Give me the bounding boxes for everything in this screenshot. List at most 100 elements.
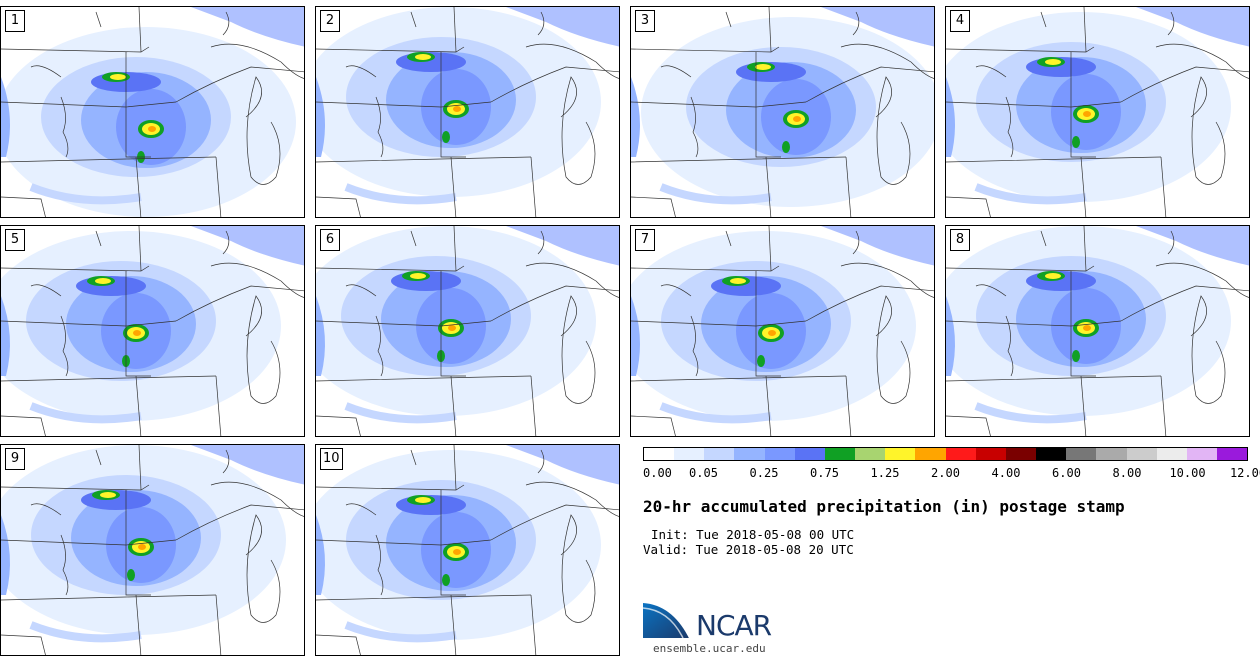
colorbar-tick-label: 4.00 bbox=[991, 466, 1021, 480]
colorbar-tick-label: 2.00 bbox=[931, 466, 960, 480]
precip-band bbox=[29, 402, 142, 424]
precip-core bbox=[1045, 273, 1061, 279]
state-boundaries bbox=[1, 7, 304, 217]
state-boundaries bbox=[316, 445, 619, 655]
precip-band bbox=[821, 7, 934, 47]
colorbar-tick-label: 0.75 bbox=[810, 466, 839, 480]
precip-band bbox=[344, 621, 457, 643]
precip-core bbox=[453, 549, 461, 555]
precip-core bbox=[730, 278, 746, 284]
colorbar-swatch bbox=[764, 448, 795, 460]
precip-band bbox=[1, 296, 10, 376]
postage-stamp-panel: 6 bbox=[315, 225, 620, 437]
precip-map bbox=[946, 226, 1249, 436]
colorbar-tick-label: 0.00 bbox=[643, 466, 672, 480]
precip-band bbox=[506, 7, 619, 47]
precip-core bbox=[415, 54, 431, 60]
ensemble-url: ensemble.ucar.edu bbox=[653, 642, 766, 655]
postage-stamp-panel: 1 bbox=[0, 6, 305, 218]
panel-number: 3 bbox=[635, 10, 655, 32]
postage-stamp-panel: 9 bbox=[0, 444, 305, 656]
colorbar-tick-label: 12.00 bbox=[1229, 466, 1260, 480]
precip-band bbox=[659, 402, 772, 424]
state-boundaries bbox=[316, 226, 619, 436]
state-boundaries bbox=[631, 226, 934, 436]
precip-band bbox=[191, 226, 304, 266]
colorbar-swatch bbox=[704, 448, 735, 460]
precip-band bbox=[29, 621, 142, 643]
precip-core bbox=[1083, 325, 1091, 331]
precip-band bbox=[506, 226, 619, 266]
precip-band bbox=[974, 183, 1087, 205]
precip-band bbox=[344, 183, 457, 205]
postage-stamp-panel: 5 bbox=[0, 225, 305, 437]
precip-core bbox=[782, 141, 790, 153]
figure-title: 20-hr accumulated precipitation (in) pos… bbox=[643, 497, 1125, 516]
colorbar-labels: 0.00 0.05 0.25 0.75 1.25 2.00 4.00 6.00 8.00 10.0… bbox=[643, 466, 1260, 482]
colorbar-swatch bbox=[1036, 448, 1067, 460]
precip-core bbox=[100, 492, 116, 498]
precip-core bbox=[1072, 136, 1080, 148]
precip-map bbox=[316, 226, 619, 436]
precip-colorbar bbox=[643, 447, 1248, 461]
panel-number: 4 bbox=[950, 10, 970, 32]
colorbar-swatch bbox=[794, 448, 825, 460]
postage-stamp-panel: 3 bbox=[630, 6, 935, 218]
colorbar-swatch bbox=[1066, 448, 1097, 460]
precip-core bbox=[793, 116, 801, 122]
precip-core bbox=[133, 330, 141, 336]
state-boundaries bbox=[1, 226, 304, 436]
precip-band bbox=[191, 7, 304, 47]
colorbar-swatch bbox=[1126, 448, 1157, 460]
colorbar-swatch bbox=[1096, 448, 1127, 460]
colorbar-tick-label: 6.00 bbox=[1052, 466, 1081, 480]
precip-core bbox=[148, 126, 156, 132]
colorbar-swatch bbox=[885, 448, 916, 460]
precip-band bbox=[631, 77, 640, 157]
colorbar-swatch bbox=[1186, 448, 1217, 460]
precip-band bbox=[316, 296, 325, 376]
precip-band bbox=[1136, 226, 1249, 266]
postage-stamp-panel: 4 bbox=[945, 6, 1250, 218]
precip-core bbox=[138, 544, 146, 550]
panel-number: 5 bbox=[5, 229, 25, 251]
precip-core bbox=[442, 574, 450, 586]
state-boundaries bbox=[316, 7, 619, 217]
precip-map bbox=[316, 7, 619, 217]
precip-core bbox=[453, 106, 461, 112]
colorbar-tick-label: 10.00 bbox=[1169, 466, 1206, 480]
colorbar-tick-label: 1.25 bbox=[870, 466, 900, 480]
precip-map bbox=[316, 445, 619, 655]
precip-core bbox=[415, 497, 431, 503]
state-boundaries bbox=[631, 7, 934, 217]
colorbar-swatch bbox=[1156, 448, 1187, 460]
state-boundaries bbox=[946, 7, 1249, 217]
colorbar-swatch bbox=[975, 448, 1006, 460]
valid-time: Valid: Tue 2018-05-08 20 UTC bbox=[643, 542, 854, 557]
precip-band bbox=[946, 77, 955, 157]
panel-number: 9 bbox=[5, 448, 25, 470]
precip-band bbox=[29, 183, 142, 205]
precip-band bbox=[821, 226, 934, 266]
precip-band bbox=[659, 183, 772, 205]
colorbar-swatch bbox=[945, 448, 976, 460]
colorbar-swatch bbox=[734, 448, 765, 460]
precip-band bbox=[1, 515, 10, 595]
precip-band bbox=[316, 515, 325, 595]
init-time: Init: Tue 2018-05-08 00 UTC bbox=[651, 527, 855, 542]
panel-number: 1 bbox=[5, 10, 25, 32]
precip-core bbox=[442, 131, 450, 143]
precip-band bbox=[191, 445, 304, 485]
precip-band bbox=[631, 296, 640, 376]
colorbar-swatch bbox=[1005, 448, 1037, 460]
precip-map bbox=[1, 226, 304, 436]
precip-core bbox=[410, 273, 426, 279]
colorbar-tick-label: 0.05 bbox=[689, 466, 718, 480]
precip-core bbox=[755, 64, 771, 70]
precip-map bbox=[946, 7, 1249, 217]
precip-band bbox=[316, 77, 325, 157]
precip-map bbox=[1, 7, 304, 217]
panel-number: 10 bbox=[320, 448, 343, 470]
precip-band bbox=[1, 77, 10, 157]
panel-number: 2 bbox=[320, 10, 340, 32]
